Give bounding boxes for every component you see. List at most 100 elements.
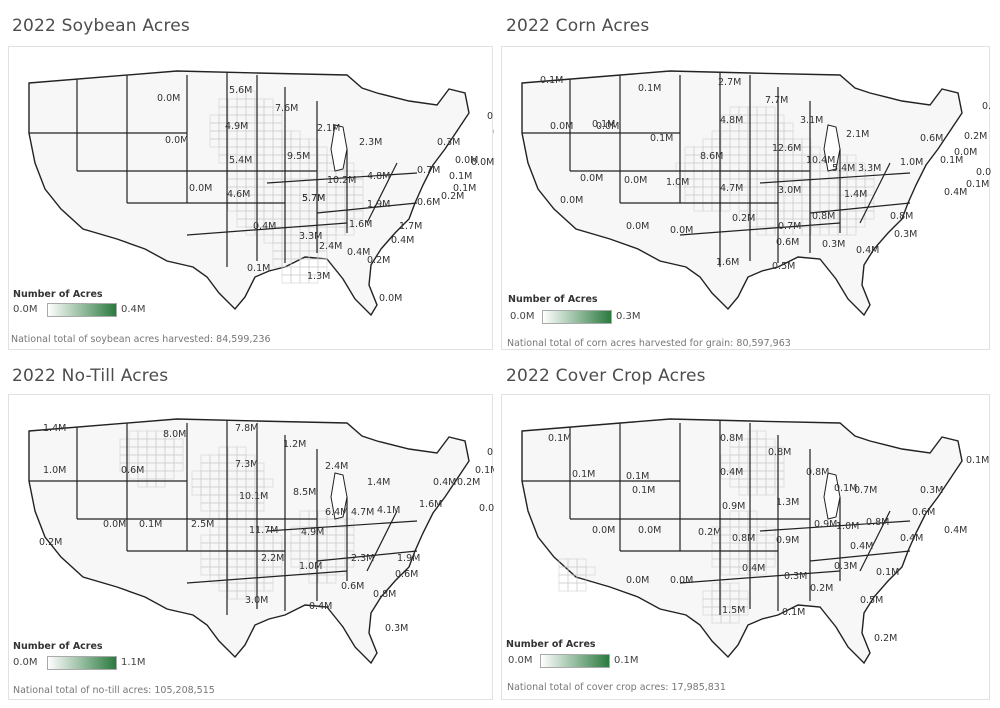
- state-value-label: 1.0M: [666, 177, 689, 188]
- covercrop-legend-ramp: [540, 654, 610, 668]
- state-value-label: 2.5M: [191, 519, 214, 530]
- state-value-label: 0.1M: [876, 567, 899, 578]
- state-value-label: 10.1M: [239, 491, 268, 502]
- state-value-label: 0.2M: [441, 191, 464, 202]
- notill-panel-title: 2022 No-Till Acres: [12, 366, 169, 386]
- state-value-label: 0.1M: [449, 171, 472, 182]
- state-value-label: 1.0M: [836, 521, 859, 532]
- state-value-label: 0.4M: [944, 187, 967, 198]
- notill-map[interactable]: 1.4M 8.0M 7.8M 1.2M 1.0M 0.6M 7.3M 2.4M 0.0M 0.1M…: [9, 395, 494, 701]
- state-value-label: 0.0M: [670, 225, 693, 236]
- state-value-label: 0.1M: [966, 455, 989, 466]
- us-outline: [28, 70, 470, 317]
- state-value-label: 5.4M: [832, 163, 855, 174]
- state-value-label: 1.4M: [844, 189, 867, 200]
- state-value-label: 0.0M: [638, 525, 661, 536]
- state-value-label: 0.4M: [900, 533, 923, 544]
- state-value-label: 0.3M: [784, 571, 807, 582]
- state-value-label: 0.1M: [834, 483, 857, 494]
- state-value-label: 0.4M: [391, 235, 414, 246]
- state-value-label: 5.4M: [229, 155, 252, 166]
- state-value-label: 1.7M: [399, 221, 422, 232]
- state-value-label: 0.1M: [247, 263, 270, 274]
- state-border: [759, 172, 911, 184]
- state-value-label: 2.1M: [846, 129, 869, 140]
- soybean-legend-title: Number of Acres: [13, 289, 103, 300]
- corn-map[interactable]: 0.1M0.1M2.7M7.7M0.0M 0.0M0.1M4.8M 3.1M0.1M…: [502, 47, 991, 351]
- state-value-label: 0.6M: [776, 237, 799, 248]
- county-cell: [317, 266, 328, 276]
- state-border: [266, 172, 418, 184]
- county-cell: [738, 606, 749, 616]
- state-value-label: 0.0M: [550, 121, 573, 132]
- county-cell: [765, 486, 776, 496]
- state-value-label: 0.4M: [944, 525, 967, 536]
- state-value-label: 0.8M: [373, 589, 396, 600]
- state-value-label: 0.0M: [596, 121, 619, 132]
- state-value-label: 0.1M: [592, 119, 615, 130]
- county-cell: [558, 582, 569, 592]
- state-value-label: 0.2M: [964, 131, 987, 142]
- state-border: [809, 550, 911, 562]
- state-value-label: 2.2M: [261, 553, 284, 564]
- state-value-label: 0.1M: [650, 133, 673, 144]
- state-value-label: 4.9M: [225, 121, 248, 132]
- county-cell: [576, 582, 587, 592]
- state-value-label: 0.0M: [976, 167, 991, 178]
- state-value-label: 1.6M: [716, 257, 739, 268]
- state-value-label: 0.1M: [626, 471, 649, 482]
- soybean-footnote: National total of soybean acres harveste…: [11, 334, 271, 345]
- state-value-label: 2.3M: [359, 137, 382, 148]
- state-value-label: 0.2M: [457, 477, 480, 488]
- state-value-label: 7.7M: [765, 95, 788, 106]
- county-cell: [245, 590, 256, 600]
- state-value-label: 0.3M: [385, 623, 408, 634]
- state-border: [186, 222, 348, 236]
- soybean-map[interactable]: 0.0M5.6M7.6M4.9M2.1M0.0M9.5M2.3M0.0M0.0M…: [9, 47, 494, 351]
- covercrop-legend-min: 0.0M: [508, 655, 533, 666]
- state-value-label: 1.6M: [419, 499, 442, 510]
- state-value-label: 6.4M: [325, 507, 348, 518]
- state-value-label: 0.0M: [560, 195, 583, 206]
- state-value-label: 0.1M: [782, 607, 805, 618]
- lake-michigan: [330, 472, 348, 520]
- state-value-label: 11.7M: [249, 525, 278, 536]
- state-value-label: 0.2M: [810, 583, 833, 594]
- county-cell: [308, 274, 319, 284]
- state-value-label: 1.6M: [349, 219, 372, 230]
- county-cell: [308, 258, 319, 268]
- covercrop-map[interactable]: 0.1M 0.8M 0.8M 0.1M 0.1M 0.4M 0.8M 0.1M 0.1M 0.9M…: [502, 395, 991, 701]
- county-cell: [155, 478, 166, 488]
- state-value-label: 0.6M: [417, 197, 440, 208]
- state-value-label: 2.3M: [351, 553, 374, 564]
- state-value-label: 0.9M: [776, 535, 799, 546]
- state-value-label: 1.4M: [367, 477, 390, 488]
- us-outline: [28, 418, 470, 665]
- state-value-label: 0.8M: [806, 467, 829, 478]
- county-cell: [864, 210, 875, 220]
- state-value-label: 0.4M: [433, 477, 456, 488]
- state-value-label: 0.1M: [966, 179, 989, 190]
- state-value-label: 0.3M: [894, 229, 917, 240]
- state-value-label: 0.4M: [742, 563, 765, 574]
- county-cell: [290, 274, 301, 284]
- county-cell: [326, 234, 337, 244]
- state-value-label: 1.3M: [776, 497, 799, 508]
- state-value-label: 3.0M: [245, 595, 268, 606]
- county-cell: [774, 478, 785, 488]
- state-value-label: 0.6M: [341, 581, 364, 592]
- state-value-label: 0.8M: [890, 211, 913, 222]
- state-value-label: 0.8M: [768, 447, 791, 458]
- state-value-label: 0.5M: [772, 261, 795, 272]
- state-border: [679, 570, 841, 584]
- state-value-label: 0.6M: [912, 507, 935, 518]
- state-border: [759, 520, 911, 532]
- state-value-label: 0.2M: [732, 213, 755, 224]
- state-value-label: 0.1M: [139, 519, 162, 530]
- state-value-label: 0.6M: [920, 133, 943, 144]
- state-value-label: 3.3M: [858, 163, 881, 174]
- state-value-label: 0.0M: [479, 503, 494, 514]
- state-value-label: 0.0M: [670, 575, 693, 586]
- soybean-legend-ramp: [47, 303, 117, 317]
- notill-footnote: National total of no-till acres: 105,208…: [13, 685, 215, 696]
